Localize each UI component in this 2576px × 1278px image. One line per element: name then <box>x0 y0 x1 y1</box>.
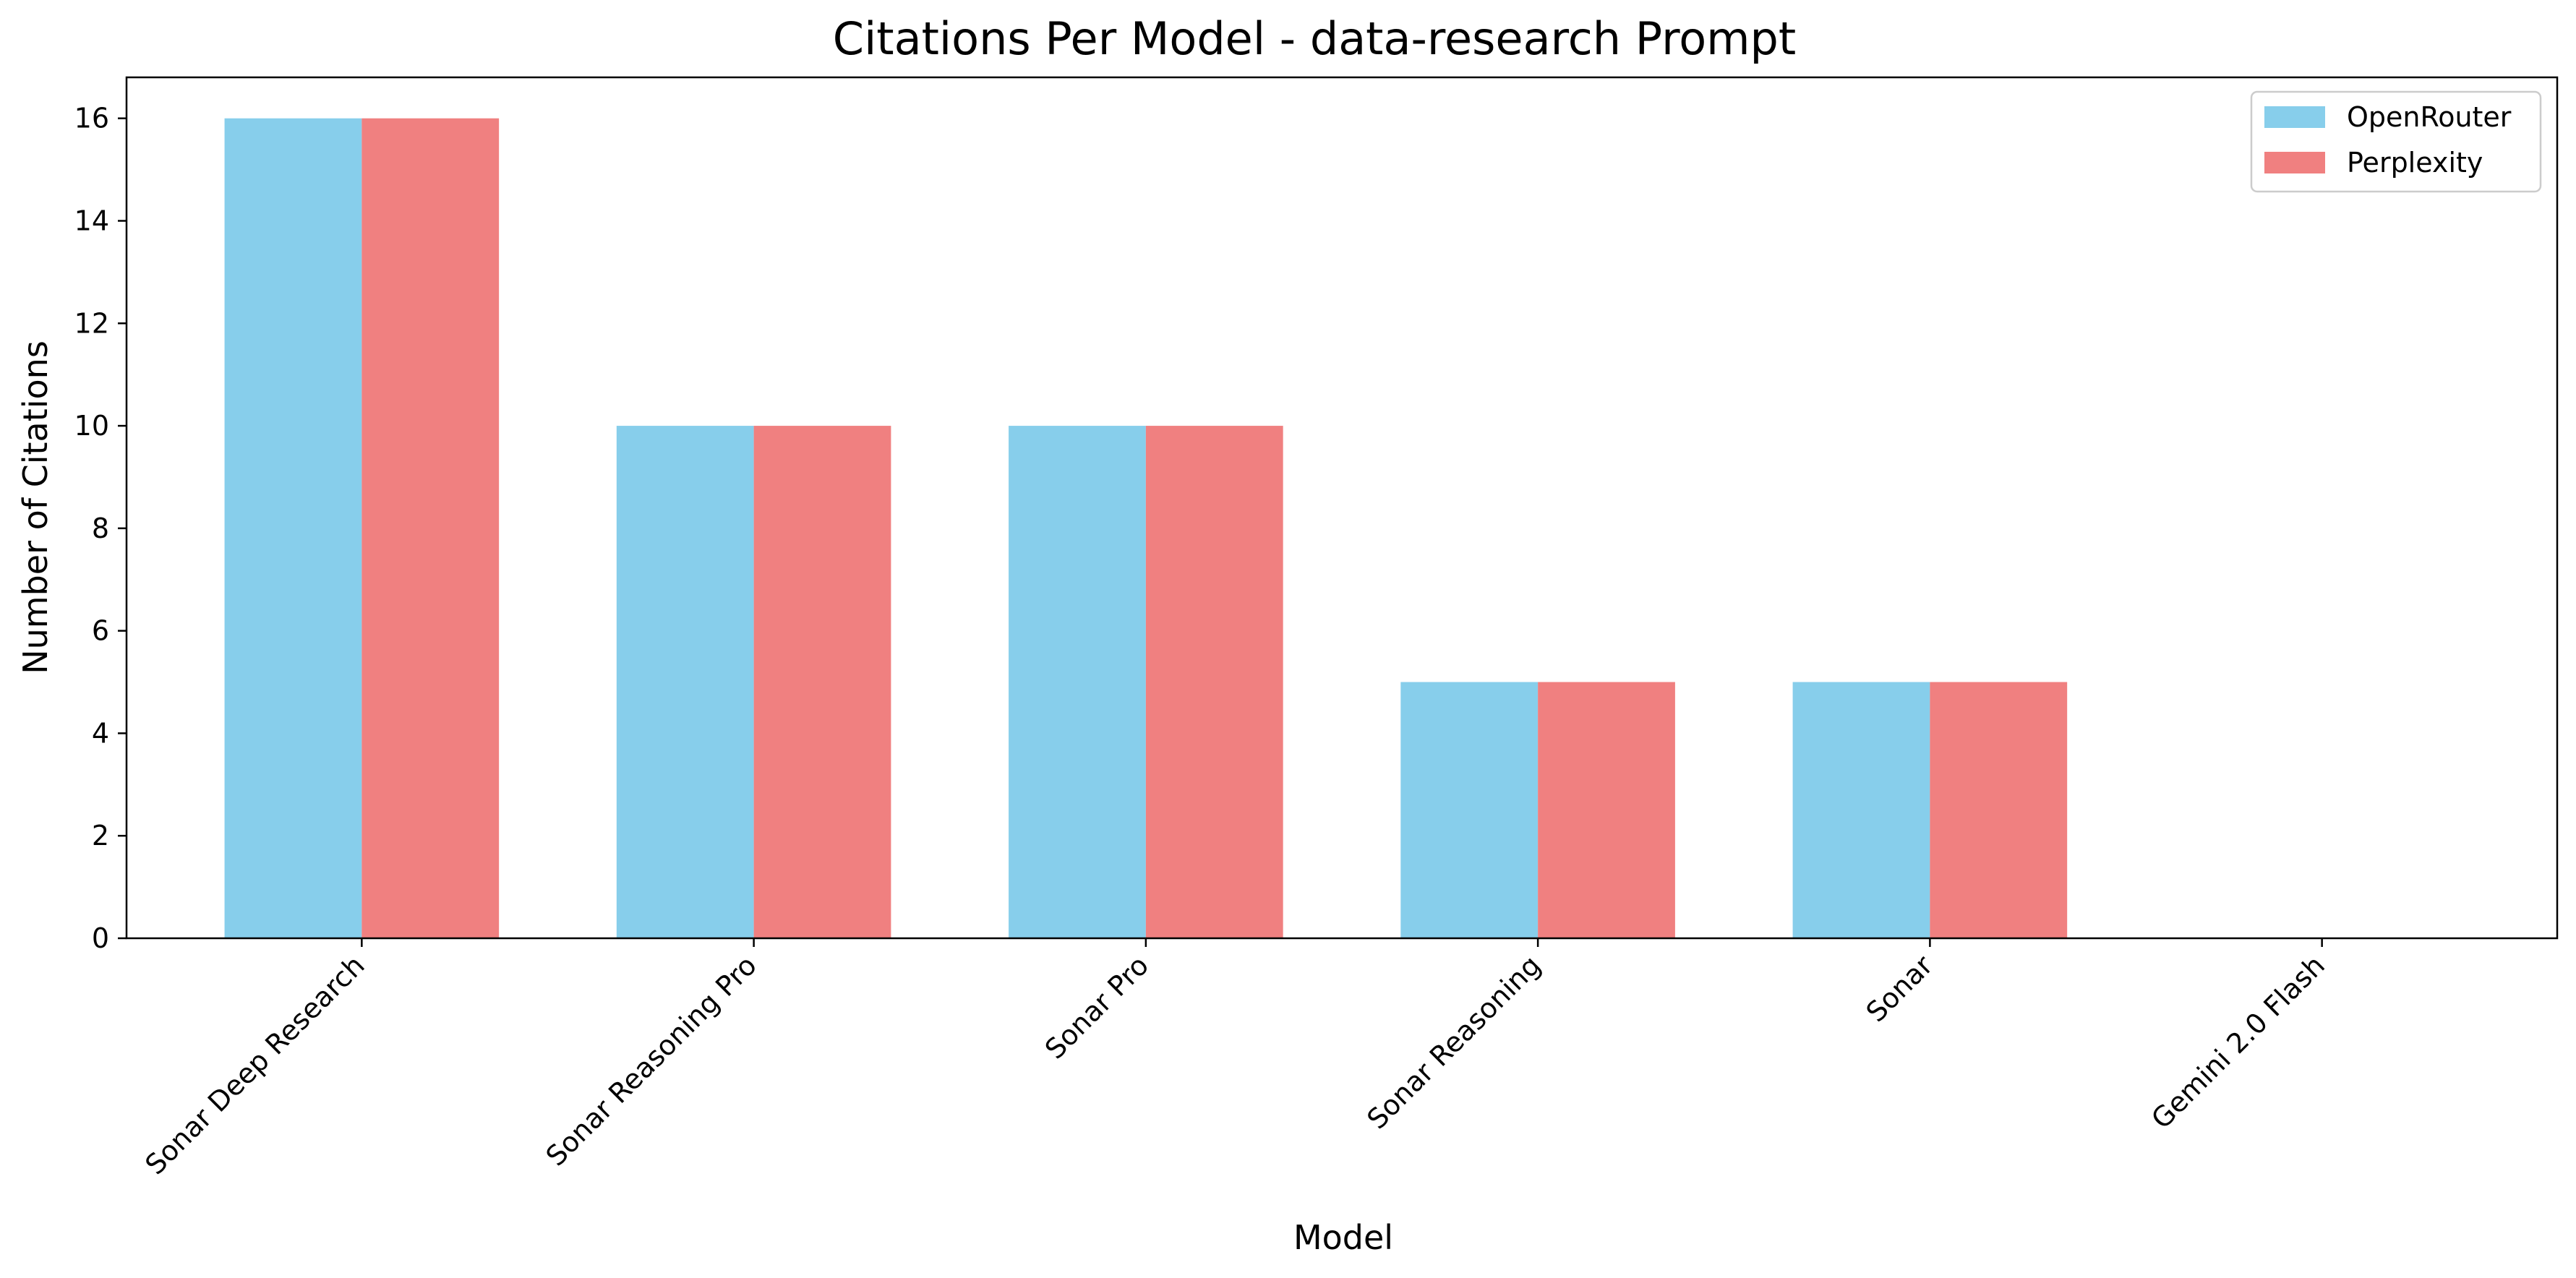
y-tick-label-10: 10 <box>74 410 109 442</box>
y-tick-label-6: 6 <box>92 615 109 647</box>
bar-openrouter-sonar-reasoning <box>1400 682 1539 938</box>
y-tick-label-16: 16 <box>74 103 109 134</box>
bar-perplexity-sonar-reasoning-pro <box>753 426 891 938</box>
y-tick-label-12: 12 <box>74 307 109 339</box>
legend-label-perplexity: Perplexity <box>2347 147 2483 179</box>
bar-perplexity-sonar-reasoning <box>1538 682 1675 938</box>
bar-perplexity-sonar <box>1930 682 2068 938</box>
legend-label-openrouter: OpenRouter <box>2347 101 2512 133</box>
legend: OpenRouter Perplexity <box>2250 90 2542 193</box>
y-axis-title: Number of Citations <box>16 340 55 674</box>
y-axis: 0 2 4 6 8 10 12 14 16 <box>74 103 127 954</box>
bar-openrouter-sonar-deep-research <box>224 118 362 939</box>
bar-perplexity-sonar-deep-research <box>361 118 500 939</box>
y-tick-label-2: 2 <box>92 820 109 852</box>
bar-perplexity-sonar-pro <box>1145 426 1283 938</box>
y-tick-label-4: 4 <box>92 717 109 749</box>
chart-title: Citations Per Model - data-research Prom… <box>833 12 1796 65</box>
y-tick-label-14: 14 <box>74 205 109 237</box>
plot-frame <box>125 76 2559 940</box>
legend-swatch-perplexity <box>2264 152 2325 173</box>
bar-openrouter-sonar-reasoning-pro <box>616 426 754 938</box>
y-tick-label-8: 8 <box>92 513 109 544</box>
bar-openrouter-sonar <box>1792 682 1930 938</box>
bar-openrouter-sonar-pro <box>1009 426 1146 938</box>
legend-swatch-openrouter <box>2264 106 2325 128</box>
bars-group <box>224 118 2068 939</box>
x-axis-title: Model <box>1293 1218 1393 1257</box>
y-tick-label-0: 0 <box>92 922 109 954</box>
